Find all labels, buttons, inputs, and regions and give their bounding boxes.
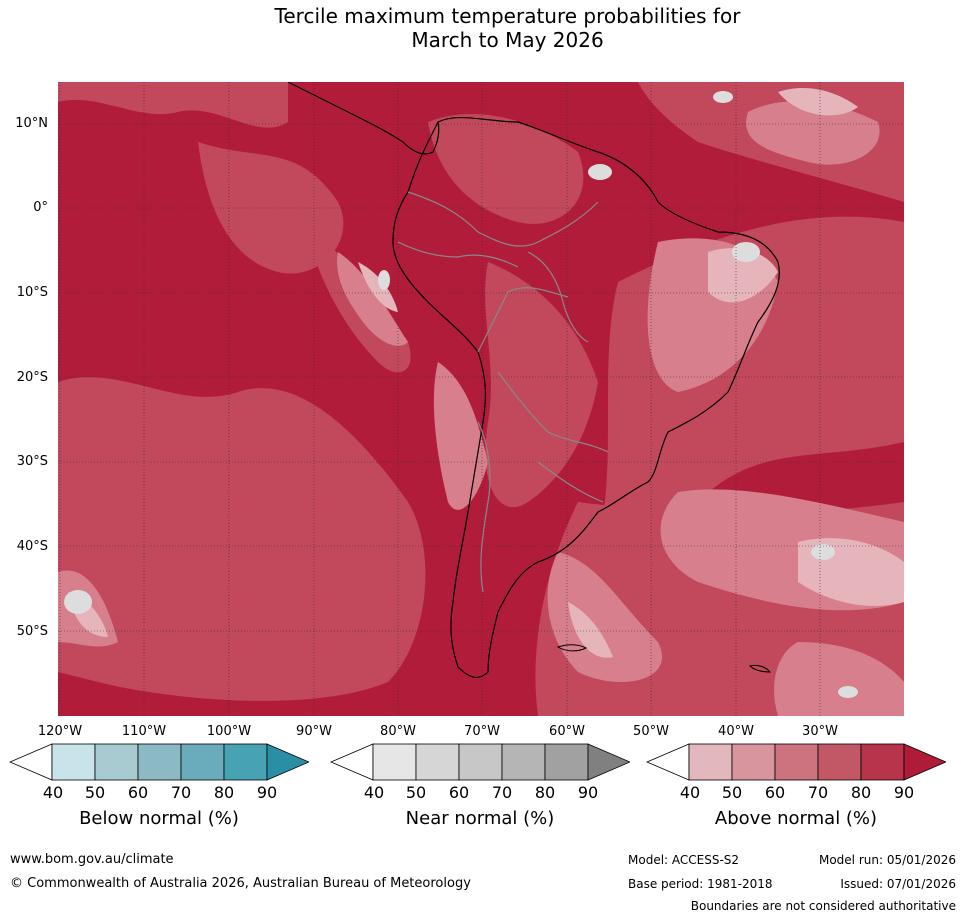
- below-tick-80: 80: [213, 783, 235, 802]
- colorbar-above-normal-swatches: [645, 743, 948, 781]
- lat-label-30s: 30°S: [16, 454, 48, 469]
- colorbar-swatch: [415, 743, 460, 781]
- disclaimer-text: Boundaries are not considered authoritat…: [690, 899, 956, 913]
- colorbar-near-normal: [329, 743, 632, 787]
- near-tick-40: 40: [363, 783, 385, 802]
- colorbar-max-extend: [266, 743, 311, 781]
- colorbar-swatch: [817, 743, 862, 781]
- near-tick-60: 60: [448, 783, 470, 802]
- near-tick-50: 50: [405, 783, 427, 802]
- base-period-text: Base period: 1981-2018: [628, 877, 773, 891]
- lon-label-30w: 30°W: [802, 724, 838, 739]
- colorbar-swatch: [223, 743, 268, 781]
- lon-label-70w: 70°W: [464, 724, 500, 739]
- model-text: Model: ACCESS-S2: [628, 853, 740, 867]
- title-line-2: March to May 2026: [411, 28, 604, 52]
- below-tick-60: 60: [127, 783, 149, 802]
- above-tick-90: 90: [893, 783, 915, 802]
- above-tick-40: 40: [679, 783, 701, 802]
- central-america-coastline: [287, 82, 440, 155]
- map-canvas: [58, 82, 904, 716]
- colorbar-swatch: [860, 743, 905, 781]
- near-tick-80: 80: [534, 783, 556, 802]
- below-normal-title: Below normal (%): [79, 808, 239, 829]
- lon-label-40w: 40°W: [718, 724, 754, 739]
- probability-map[interactable]: [58, 82, 904, 716]
- colorbar-swatch: [544, 743, 589, 781]
- lat-label-10s: 10°S: [16, 285, 48, 300]
- lon-label-80w: 80°W: [380, 724, 416, 739]
- country-borders: [397, 191, 609, 593]
- below-tick-90: 90: [256, 783, 278, 802]
- colorbar-swatch: [94, 743, 139, 781]
- lat-label-20s: 20°S: [16, 370, 48, 385]
- lon-label-120w: 120°W: [37, 724, 83, 739]
- colorbar-max-extend: [903, 743, 948, 781]
- title-line-1: Tercile maximum temperature probabilitie…: [274, 4, 741, 28]
- below-tick-40: 40: [42, 783, 64, 802]
- above-tick-60: 60: [764, 783, 786, 802]
- colorbar-swatch: [458, 743, 503, 781]
- copyright-text: © Commonwealth of Australia 2026, Austra…: [10, 876, 471, 891]
- colorbar-below-normal-swatches: [8, 743, 311, 781]
- colorbar-below-normal: [8, 743, 311, 787]
- graticule: [58, 82, 904, 716]
- map-title: Tercile maximum temperature probabilitie…: [0, 4, 965, 52]
- colorbar-swatch: [372, 743, 417, 781]
- colorbar-swatch: [51, 743, 96, 781]
- lon-label-50w: 50°W: [633, 724, 669, 739]
- lon-label-60w: 60°W: [549, 724, 585, 739]
- colorbar-swatch: [501, 743, 546, 781]
- above-tick-70: 70: [807, 783, 829, 802]
- lat-label-40s: 40°S: [16, 539, 48, 554]
- colorbar-swatch: [731, 743, 776, 781]
- colorbar-above-normal: [645, 743, 948, 787]
- above-normal-title: Above normal (%): [714, 808, 878, 829]
- falklands-island: [556, 644, 588, 652]
- lon-label-100w: 100°W: [206, 724, 252, 739]
- near-normal-spots: [64, 91, 858, 698]
- colorbar-swatch: [137, 743, 182, 781]
- lon-label-110w: 110°W: [121, 724, 167, 739]
- lon-label-90w: 90°W: [296, 724, 332, 739]
- south-america-coastline: [392, 116, 780, 679]
- lat-label-0: 0°: [33, 200, 48, 215]
- near-normal-title: Near normal (%): [405, 808, 555, 829]
- model-run-text: Model run: 05/01/2026: [818, 853, 956, 867]
- issued-text: Issued: 07/01/2026: [840, 877, 956, 891]
- colorbar-min-extend: [329, 743, 374, 781]
- colorbar-min-extend: [645, 743, 690, 781]
- lat-label-50s: 50°S: [16, 624, 48, 639]
- below-tick-50: 50: [84, 783, 106, 802]
- colorbar-swatch: [180, 743, 225, 781]
- near-tick-70: 70: [491, 783, 513, 802]
- above-tick-50: 50: [721, 783, 743, 802]
- near-tick-90: 90: [577, 783, 599, 802]
- colorbar-near-normal-swatches: [329, 743, 632, 781]
- colorbar-swatch: [688, 743, 733, 781]
- website-link[interactable]: www.bom.gov.au/climate: [10, 852, 174, 867]
- south-georgia-island: [749, 664, 772, 673]
- colorbar-swatch: [774, 743, 819, 781]
- colorbar-max-extend: [587, 743, 632, 781]
- below-tick-70: 70: [170, 783, 192, 802]
- lat-label-10n: 10°N: [15, 116, 48, 131]
- colorbar-min-extend: [8, 743, 53, 781]
- above-tick-80: 80: [850, 783, 872, 802]
